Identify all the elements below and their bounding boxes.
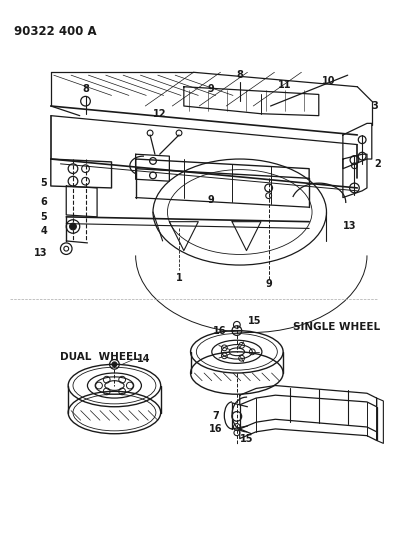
Text: 5: 5 <box>40 178 47 188</box>
Text: 12: 12 <box>153 109 166 119</box>
Text: 5: 5 <box>40 212 47 222</box>
Text: DUAL  WHEEL: DUAL WHEEL <box>60 352 140 361</box>
Text: 16: 16 <box>209 424 222 434</box>
Text: 15: 15 <box>248 316 261 326</box>
Text: 9: 9 <box>265 279 272 289</box>
Text: 9: 9 <box>207 196 214 206</box>
Text: 4: 4 <box>40 227 47 236</box>
Text: 14: 14 <box>137 353 150 364</box>
Text: 2: 2 <box>375 159 381 169</box>
Text: 15: 15 <box>240 433 253 443</box>
Text: 6: 6 <box>40 197 47 207</box>
Text: 90322 400 A: 90322 400 A <box>14 25 97 38</box>
Text: 9: 9 <box>207 84 214 94</box>
Text: 8: 8 <box>236 70 243 80</box>
Circle shape <box>112 362 117 367</box>
Text: 10: 10 <box>322 76 335 86</box>
Text: 16: 16 <box>213 326 226 336</box>
Text: 8: 8 <box>82 84 89 94</box>
Text: 7: 7 <box>212 411 219 422</box>
Text: 1: 1 <box>176 272 182 282</box>
Text: 13: 13 <box>33 247 47 257</box>
Text: SINGLE WHEEL: SINGLE WHEEL <box>293 322 380 332</box>
Text: 13: 13 <box>343 222 356 231</box>
Text: 3: 3 <box>372 101 378 111</box>
Circle shape <box>70 223 76 230</box>
Text: 11: 11 <box>278 80 292 90</box>
